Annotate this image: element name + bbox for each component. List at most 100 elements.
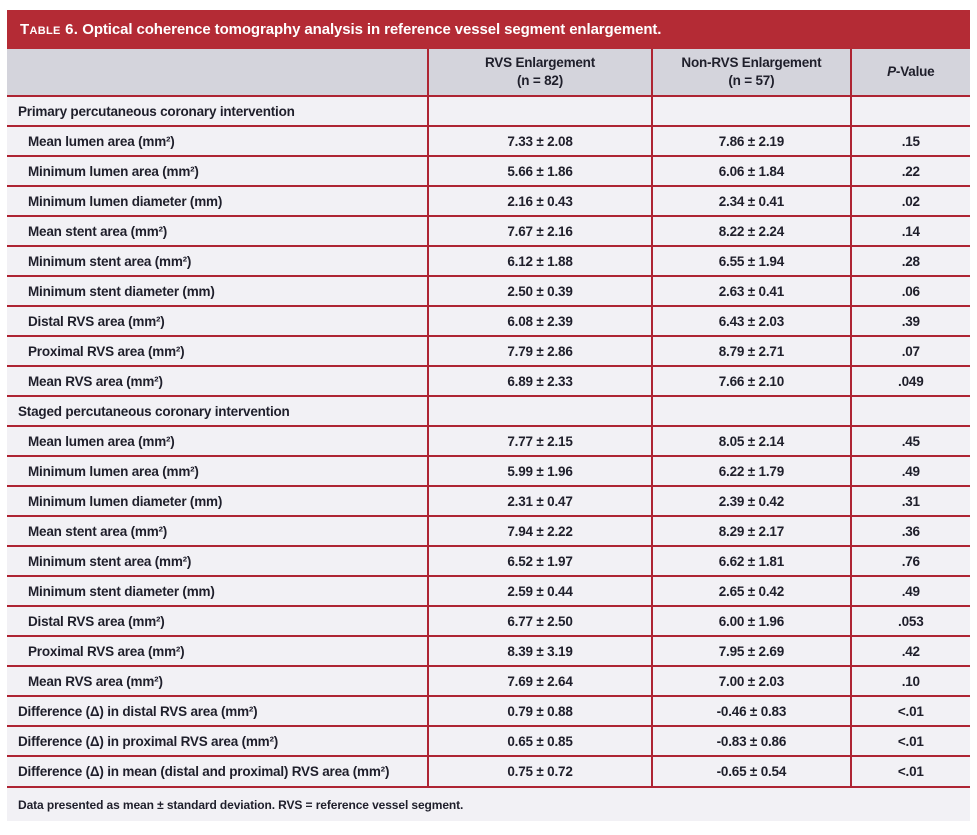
table-row: Mean RVS area (mm²) 7.69 ± 2.64 7.00 ± 2.0… bbox=[7, 666, 970, 696]
table-row: Difference (Δ) in proximal RVS area (mm²… bbox=[7, 726, 970, 756]
rvs-value: 2.31 ± 0.47 bbox=[426, 486, 653, 516]
table-row: Mean lumen area (mm²) 7.33 ± 2.08 7.86 ± 2… bbox=[7, 126, 970, 156]
row-label: Primary percutaneous coronary interventi… bbox=[18, 103, 295, 119]
rvs-value: 5.99 ± 1.96 bbox=[426, 456, 653, 486]
rvs-value: 7.77 ± 2.15 bbox=[426, 426, 653, 456]
p-value: .28 bbox=[849, 246, 970, 276]
rvs-value: 7.69 ± 2.64 bbox=[426, 666, 653, 696]
table-title-text: Optical coherence tomography analysis in… bbox=[78, 21, 662, 38]
row-label: Minimum stent diameter (mm) bbox=[28, 283, 215, 299]
p-value: .06 bbox=[849, 276, 970, 306]
table-row: Mean stent area (mm²) 7.94 ± 2.22 8.29 ± 2… bbox=[7, 516, 970, 546]
header-non-rvs-enlargement: Non-RVS Enlargement (n = 57) bbox=[651, 49, 851, 96]
rvs-value: 2.59 ± 0.44 bbox=[426, 576, 653, 606]
table-title: Table 6. Optical coherence tomography an… bbox=[7, 10, 970, 49]
non-rvs-value: 8.05 ± 2.14 bbox=[651, 426, 851, 456]
p-value: .49 bbox=[849, 576, 970, 606]
rvs-value: 0.65 ± 0.85 bbox=[426, 726, 653, 756]
p-value bbox=[849, 396, 970, 426]
p-value: .14 bbox=[849, 216, 970, 246]
rvs-value: 8.39 ± 3.19 bbox=[426, 636, 653, 666]
header-rvs-line1: RVS Enlargement bbox=[484, 55, 596, 71]
header-non-rvs-line2: (n = 57) bbox=[728, 73, 775, 88]
non-rvs-value: 6.55 ± 1.94 bbox=[651, 246, 851, 276]
rvs-value: 0.79 ± 0.88 bbox=[426, 696, 653, 726]
table-row: Proximal RVS area (mm²) 8.39 ± 3.19 7.95 ±… bbox=[7, 636, 970, 666]
section-header-row: Primary percutaneous coronary interventi… bbox=[7, 96, 970, 126]
header-p-value: P-Value bbox=[849, 49, 970, 96]
rvs-value: 0.75 ± 0.72 bbox=[426, 756, 653, 786]
non-rvs-value: -0.46 ± 0.83 bbox=[651, 696, 851, 726]
table-row: Difference (Δ) in mean (distal and proxi… bbox=[7, 756, 970, 786]
p-value: .15 bbox=[849, 126, 970, 156]
row-label: Difference (Δ) in proximal RVS area (mm²… bbox=[18, 733, 279, 749]
non-rvs-value: 8.79 ± 2.71 bbox=[651, 336, 851, 366]
rvs-value: 7.94 ± 2.22 bbox=[426, 516, 653, 546]
non-rvs-value: 6.06 ± 1.84 bbox=[651, 156, 851, 186]
p-value: .10 bbox=[849, 666, 970, 696]
table-row: Distal RVS area (mm²) 6.77 ± 2.50 6.00 ± 1… bbox=[7, 606, 970, 636]
row-label: Minimum lumen diameter (mm) bbox=[28, 493, 223, 509]
non-rvs-value: 6.62 ± 1.81 bbox=[651, 546, 851, 576]
table-number-label: Table 6. bbox=[20, 21, 79, 38]
row-label: Proximal RVS area (mm²) bbox=[28, 343, 185, 359]
row-label: Mean RVS area (mm²) bbox=[28, 373, 163, 389]
non-rvs-value: -0.83 ± 0.86 bbox=[651, 726, 851, 756]
row-label: Difference (Δ) in distal RVS area (mm²) bbox=[18, 703, 258, 719]
row-label: Mean stent area (mm²) bbox=[28, 223, 168, 239]
non-rvs-value: 2.34 ± 0.41 bbox=[651, 186, 851, 216]
p-value: <.01 bbox=[849, 756, 970, 786]
p-value: .49 bbox=[849, 456, 970, 486]
rvs-value bbox=[426, 396, 653, 426]
row-label: Minimum stent diameter (mm) bbox=[28, 583, 215, 599]
row-label: Minimum stent area (mm²) bbox=[28, 253, 192, 269]
header-rvs-enlargement: RVS Enlargement (n = 82) bbox=[426, 49, 653, 96]
non-rvs-value: 2.63 ± 0.41 bbox=[651, 276, 851, 306]
p-value: .76 bbox=[849, 546, 970, 576]
row-label: Mean RVS area (mm²) bbox=[28, 673, 163, 689]
table-row: Distal RVS area (mm²) 6.08 ± 2.39 6.43 ± 2… bbox=[7, 306, 970, 336]
row-label: Distal RVS area (mm²) bbox=[28, 613, 165, 629]
header-empty-cell bbox=[7, 49, 428, 96]
p-value: .22 bbox=[849, 156, 970, 186]
row-label: Minimum lumen diameter (mm) bbox=[28, 193, 223, 209]
table-row: Mean lumen area (mm²) 7.77 ± 2.15 8.05 ± 2… bbox=[7, 426, 970, 456]
table-row: Mean RVS area (mm²) 6.89 ± 2.33 7.66 ± 2.1… bbox=[7, 366, 970, 396]
rvs-value: 5.66 ± 1.86 bbox=[426, 156, 653, 186]
row-label: Mean lumen area (mm²) bbox=[28, 133, 175, 149]
p-value: .42 bbox=[849, 636, 970, 666]
table-row: Minimum stent diameter (mm) 2.59 ± 0.44 2.… bbox=[7, 576, 970, 606]
row-label: Distal RVS area (mm²) bbox=[28, 313, 165, 329]
row-label: Minimum stent area (mm²) bbox=[28, 553, 192, 569]
row-label: Proximal RVS area (mm²) bbox=[28, 643, 185, 659]
non-rvs-value: 8.29 ± 2.17 bbox=[651, 516, 851, 546]
p-value: .39 bbox=[849, 306, 970, 336]
table-row: Minimum stent diameter (mm) 2.50 ± 0.39 2.… bbox=[7, 276, 970, 306]
p-value: .07 bbox=[849, 336, 970, 366]
header-p-rest: -Value bbox=[895, 64, 935, 80]
table-row: Minimum stent area (mm²) 6.12 ± 1.88 6.55 … bbox=[7, 246, 970, 276]
p-value: .02 bbox=[849, 186, 970, 216]
rvs-value: 7.67 ± 2.16 bbox=[426, 216, 653, 246]
non-rvs-value: 7.95 ± 2.69 bbox=[651, 636, 851, 666]
rvs-value: 2.50 ± 0.39 bbox=[426, 276, 653, 306]
non-rvs-value: 6.22 ± 1.79 bbox=[651, 456, 851, 486]
header-non-rvs-line1: Non-RVS Enlargement bbox=[681, 55, 822, 71]
non-rvs-value: 8.22 ± 2.24 bbox=[651, 216, 851, 246]
non-rvs-value bbox=[651, 96, 851, 126]
rvs-value: 7.79 ± 2.86 bbox=[426, 336, 653, 366]
table-row: Difference (Δ) in distal RVS area (mm²) 0… bbox=[7, 696, 970, 726]
non-rvs-value: 2.65 ± 0.42 bbox=[651, 576, 851, 606]
row-label: Difference (Δ) in mean (distal and proxi… bbox=[18, 764, 390, 779]
table-row: Minimum lumen area (mm²) 5.99 ± 1.96 6.22 … bbox=[7, 456, 970, 486]
table-row: Minimum lumen area (mm²) 5.66 ± 1.86 6.06 … bbox=[7, 156, 970, 186]
p-value: <.01 bbox=[849, 696, 970, 726]
non-rvs-value: 6.00 ± 1.96 bbox=[651, 606, 851, 636]
table-footnote: Data presented as mean ± standard deviat… bbox=[7, 786, 970, 821]
table-row: Minimum lumen diameter (mm) 2.31 ± 0.47 2.… bbox=[7, 486, 970, 516]
p-value: .36 bbox=[849, 516, 970, 546]
rvs-value: 2.16 ± 0.43 bbox=[426, 186, 653, 216]
header-rvs-line2: (n = 82) bbox=[516, 73, 564, 88]
p-value: <.01 bbox=[849, 726, 970, 756]
oct-analysis-table: Table 6. Optical coherence tomography an… bbox=[7, 10, 970, 821]
